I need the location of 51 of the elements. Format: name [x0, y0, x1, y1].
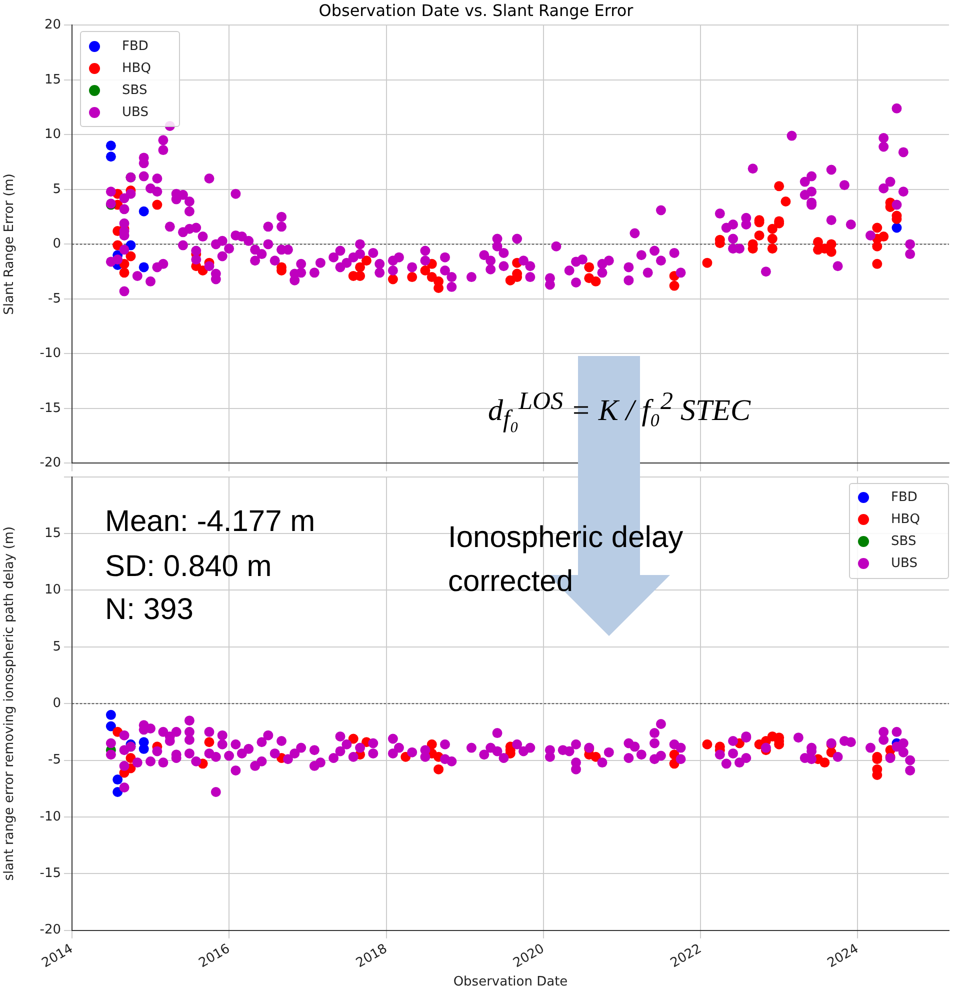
y-tick-label: 0 [52, 696, 61, 711]
y-tick-label: -20 [40, 922, 61, 938]
legend-label: SBS [891, 534, 916, 550]
legend-label: HBQ [122, 60, 151, 76]
point [106, 152, 116, 162]
legend-label: UBS [891, 556, 918, 572]
point [892, 222, 902, 233]
point [138, 744, 149, 754]
point [426, 739, 437, 750]
legend-label: SBS [122, 82, 148, 98]
y-tick-label: 15 [44, 526, 61, 541]
y-tick-label: -5 [48, 752, 61, 768]
y-tick-label: 20 [44, 18, 61, 33]
point [820, 758, 830, 768]
annotation: Ionospheric delay corrected [448, 520, 684, 600]
y-axis-title: slant range error removing ionospheric path delay (m) [2, 526, 18, 881]
point [106, 140, 116, 151]
point [138, 262, 149, 272]
y-tick-label: -10 [40, 346, 61, 362]
point [434, 764, 444, 774]
y-tick-label: 10 [44, 582, 61, 598]
point [112, 787, 123, 798]
y-tick-label: -10 [40, 809, 61, 824]
chart-title: Observation Date vs. Slant Range Error [318, 0, 634, 20]
annotation: SD: 0.840 m [105, 549, 272, 585]
legend-label: FBD [122, 38, 148, 54]
legend-label: UBS [122, 104, 148, 120]
y-tick-label: 5 [52, 639, 61, 654]
point [106, 721, 116, 732]
y-tick-label: 0 [52, 236, 61, 252]
legend-label: FBD [891, 490, 918, 506]
legend-label: HBQ [891, 512, 920, 528]
y-tick-label: 5 [52, 182, 61, 197]
annotation: N: 393 [105, 592, 194, 628]
y-axis-title: Slant Range Error (m) [2, 174, 18, 315]
y-tick-label: -15 [40, 866, 61, 882]
y-tick-label: -15 [40, 400, 61, 416]
y-tick-label: 15 [44, 72, 61, 88]
annotation: d$_{f₀}$$^{LOS}$ = K / f₀$^{2}$ STEC [488, 387, 750, 435]
point [112, 774, 123, 785]
point [106, 710, 116, 720]
annotation: Mean: -4.177 m [105, 504, 316, 540]
point [702, 739, 712, 750]
y-tick-label: -20 [40, 456, 61, 471]
point [204, 737, 214, 748]
point [138, 206, 149, 216]
y-tick-label: 10 [44, 127, 61, 142]
point [348, 734, 358, 744]
y-tick-label: -5 [48, 291, 61, 306]
point [590, 752, 601, 762]
x-axis-title: Observation Date [453, 974, 568, 990]
